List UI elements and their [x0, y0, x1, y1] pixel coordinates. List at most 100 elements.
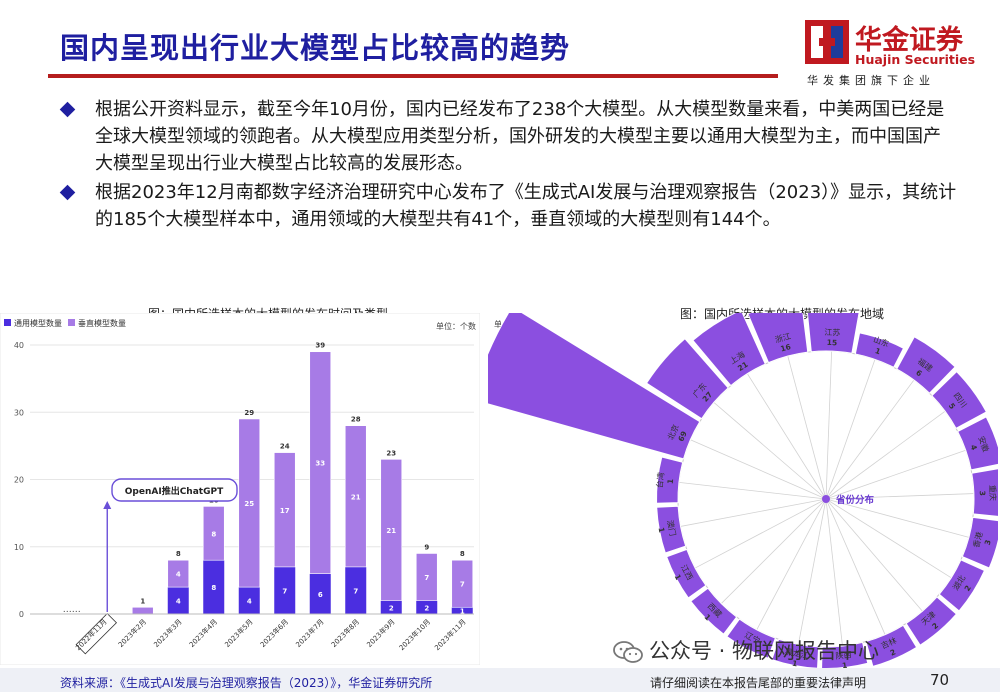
radial-spoke: [825, 498, 886, 635]
logo-tagline: 华发集团旗下企业: [807, 74, 935, 87]
center-label: 省份分布: [835, 494, 875, 506]
radial-spoke: [825, 498, 923, 612]
title-divider: [48, 74, 778, 78]
page-title: 国内呈现出行业大模型占比较高的趋势: [60, 31, 571, 65]
bar-general-label: 7: [353, 587, 358, 595]
bar-general: [203, 560, 225, 614]
annotation-text: OpenAI推出ChatGPT: [125, 485, 224, 497]
bullet-list: 根据公开资料显示，截至今年10月份，国内已经发布了238个大模型。从大模型数量来…: [58, 96, 958, 235]
y-tick-label: 0: [19, 610, 24, 619]
radial-category-label: 台湾: [654, 472, 666, 489]
radial-bar: [666, 548, 707, 599]
radial-value-label: 1: [702, 612, 712, 622]
bar-general-label: 2: [389, 604, 394, 612]
radial-value-label: 1: [842, 661, 848, 668]
bar-vertical: [380, 459, 403, 601]
radial-category-label: 黑龙江: [784, 646, 809, 660]
radial-spoke: [825, 498, 952, 579]
bar-vertical: [415, 553, 438, 601]
x-tick-highlight-box: [75, 612, 118, 655]
bar-vertical: [344, 425, 367, 568]
radial-label-group: 台湾 1: [654, 472, 675, 489]
bar-vertical-label: 4: [176, 571, 181, 579]
radial-spoke: [694, 498, 827, 569]
radial-spoke: [825, 498, 970, 538]
bar-vertical: [202, 506, 225, 561]
radial-value-label: 3: [983, 539, 993, 546]
radial-bar: [971, 468, 998, 517]
radial-spoke: [720, 498, 827, 604]
bar-total-label: 23: [386, 449, 396, 457]
legend-label: 垂直模型数量: [78, 318, 126, 328]
radial-spoke: [756, 498, 827, 630]
radial-spoke: [713, 402, 827, 500]
annotation-arrow-icon: [103, 501, 112, 509]
bar-general: [238, 587, 260, 614]
wechat-watermark: 公众号 · 物联网报告中心: [613, 635, 879, 663]
radial-spoke: [680, 498, 827, 527]
bar-total-label: 1: [140, 597, 145, 605]
radial-bar: [938, 559, 986, 612]
radial-bar: [645, 338, 729, 420]
radial-spoke: [825, 410, 946, 500]
radial-label-group: 香港3: [971, 531, 993, 549]
radial-value-label: 2: [889, 647, 897, 657]
bar-vertical-label: 33: [315, 460, 325, 468]
radial-value-label: 1: [656, 527, 666, 534]
radial-category-label: 重庆: [988, 485, 998, 501]
radial-value-label: 2: [963, 584, 973, 593]
logo-name-cn: 华金证券: [855, 25, 963, 56]
radial-chart: 单位：个数江苏15山东1福建6四川5安徽4重庆3香港3湖北2天津2吉林2陕西1黑…: [488, 313, 998, 668]
radial-bar: [865, 624, 918, 668]
bar-total-label: 8: [176, 550, 181, 558]
radial-spoke: [690, 439, 827, 500]
radial-label-group: 陕西1: [835, 649, 852, 668]
diamond-bullet-icon: [59, 101, 76, 118]
legend-swatch: [68, 319, 75, 326]
radial-bar: [905, 596, 958, 646]
bar-general: [345, 566, 367, 614]
bar-vertical-label: 21: [351, 493, 361, 501]
bar-vertical-label: 7: [424, 574, 429, 582]
footer-disclaimer: 请仔细阅读在本报告尾部的重要法律声明: [650, 676, 867, 690]
bar-general-label: 6: [318, 591, 323, 599]
radial-bar: [747, 313, 809, 364]
wechat-icon: [613, 641, 643, 663]
radial-value-label: 4: [969, 443, 979, 451]
bar-vertical: [451, 559, 474, 608]
logo-name-en: Huajin Securities: [855, 52, 976, 67]
radial-spoke: [787, 355, 827, 500]
radial-value-label: 5: [947, 401, 957, 411]
bar-total-label: 28: [351, 416, 361, 424]
radial-spoke: [746, 373, 827, 500]
bar-vertical: [309, 351, 332, 574]
radial-spoke: [825, 498, 843, 647]
radial-spoke: [825, 359, 876, 500]
radial-value-label: 16: [779, 342, 791, 353]
bar-vertical: [167, 559, 190, 588]
radial-spoke: [825, 449, 966, 500]
radial-bar: [726, 618, 777, 659]
annotation-box: [111, 478, 238, 502]
huajin-logo-icon: [805, 20, 849, 64]
bar-total-label: 39: [315, 342, 325, 350]
watermark-text: 公众号 · 物联网报告中心: [649, 639, 880, 663]
radial-bar: [656, 505, 687, 554]
footer-bar: [0, 668, 1000, 692]
bar-general: [416, 600, 438, 614]
y-tick-label: 40: [14, 341, 24, 350]
bullet-item: 根据公开资料显示，截至今年10月份，国内已经发布了238个大模型。从大模型数量来…: [58, 96, 958, 177]
radial-bar: [961, 516, 998, 569]
radial-bar: [821, 641, 869, 668]
radial-bar: [957, 416, 998, 471]
bar-vertical: [238, 418, 261, 588]
bar-general-label: 4: [247, 598, 252, 606]
y-tick-label: 10: [14, 543, 24, 552]
radial-bar: [692, 313, 766, 387]
bar-vertical-label: 7: [460, 581, 465, 589]
y-tick-label: 30: [14, 408, 24, 417]
radial-value-label: 2: [930, 621, 940, 631]
y-tick-label: 20: [14, 476, 24, 485]
